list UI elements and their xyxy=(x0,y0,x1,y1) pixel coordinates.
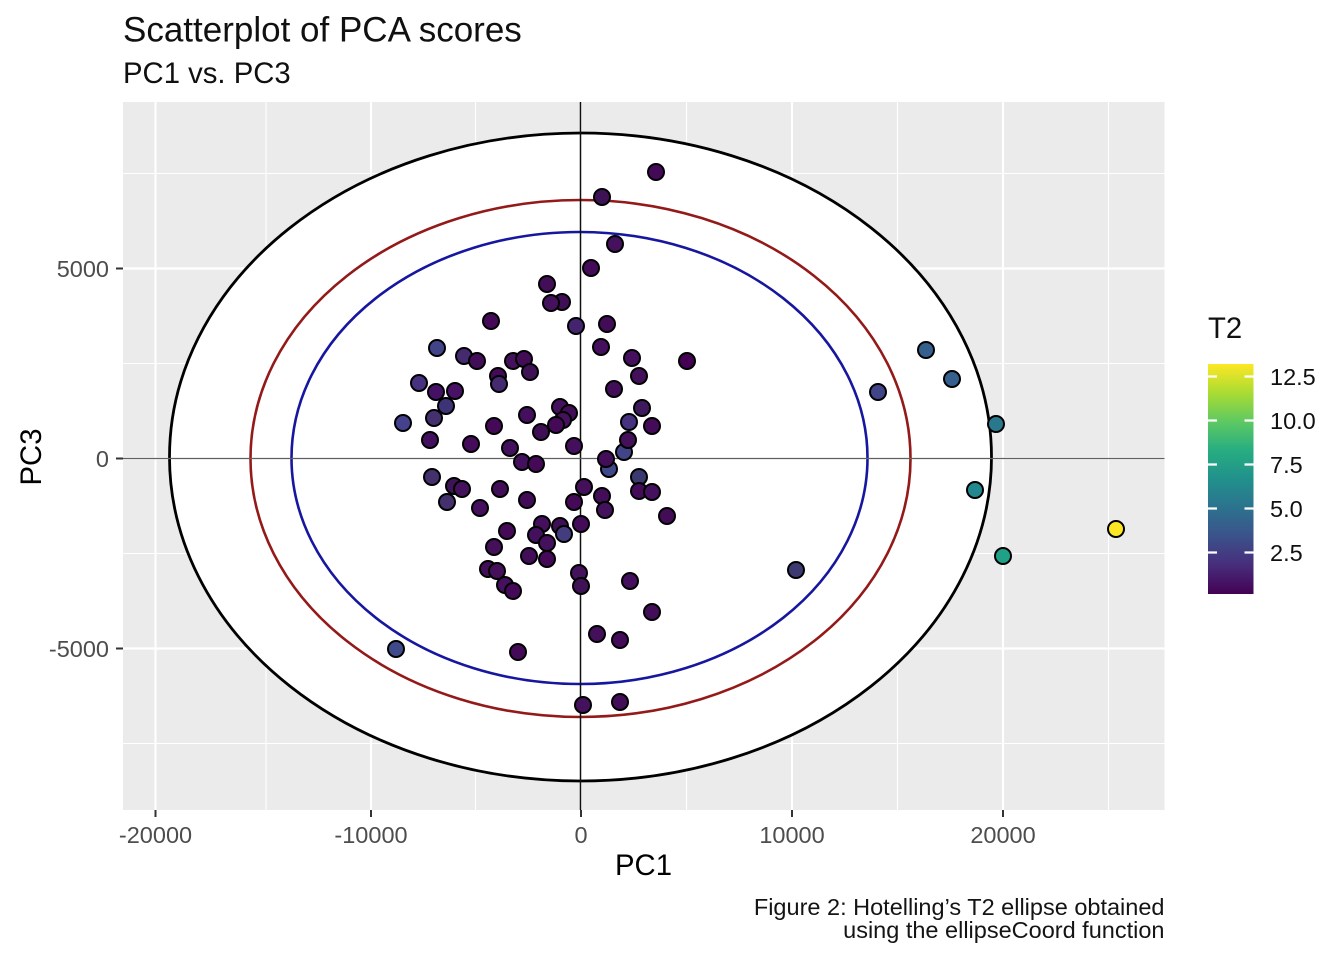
svg-text:-20000: -20000 xyxy=(119,822,192,848)
svg-text:PC1 vs. PC3: PC1 vs. PC3 xyxy=(123,57,291,90)
svg-text:0: 0 xyxy=(574,822,587,848)
svg-text:PC3: PC3 xyxy=(15,429,48,486)
svg-text:7.5: 7.5 xyxy=(1270,452,1303,478)
svg-text:5.0: 5.0 xyxy=(1270,496,1303,522)
svg-text:Figure 2: Hotelling’s T2 ellip: Figure 2: Hotelling’s T2 ellipse obtaine… xyxy=(754,894,1165,920)
svg-text:12.5: 12.5 xyxy=(1270,364,1316,390)
svg-text:PC1: PC1 xyxy=(615,849,672,882)
svg-text:5000: 5000 xyxy=(57,256,109,282)
svg-text:2.5: 2.5 xyxy=(1270,540,1303,566)
svg-text:Scatterplot of PCA scores: Scatterplot of PCA scores xyxy=(123,11,522,50)
svg-text:10.0: 10.0 xyxy=(1270,408,1316,434)
svg-text:0: 0 xyxy=(96,446,109,472)
svg-text:-5000: -5000 xyxy=(49,636,109,662)
svg-text:using the ellipseCoord functio: using the ellipseCoord function xyxy=(843,917,1164,943)
svg-text:-10000: -10000 xyxy=(334,822,407,848)
svg-text:T2: T2 xyxy=(1208,312,1242,345)
svg-text:20000: 20000 xyxy=(970,822,1035,848)
svg-text:10000: 10000 xyxy=(759,822,824,848)
